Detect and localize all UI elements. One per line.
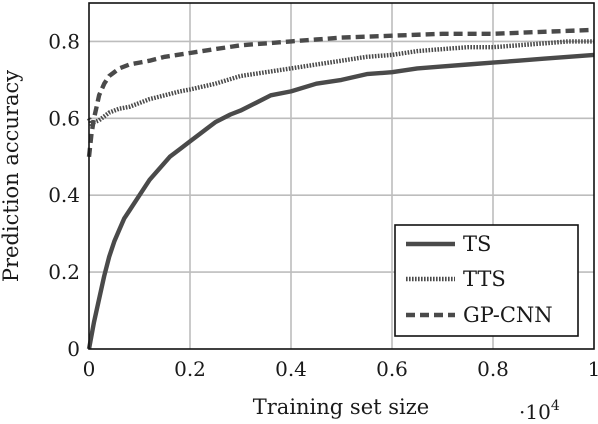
x-tick-label: 0.4 (275, 357, 307, 381)
y-tick-label: 0.4 (48, 183, 80, 207)
y-tick-label: 0.6 (48, 106, 80, 130)
x-multiplier-exponent: 4 (551, 398, 560, 414)
x-tick-label: 0.8 (477, 357, 509, 381)
legend: TS TTS GP-CNN (394, 224, 579, 337)
tick-labels: 0 0.2 0.4 0.6 0.8 1 0 0.2 0.4 0.6 0.8 (48, 29, 598, 381)
y-tick-label: 0 (67, 337, 80, 361)
x-multiplier-base: ·10 (519, 400, 551, 424)
x-tick-label: 1 (588, 357, 598, 381)
y-axis-label: Prediction accuracy (0, 70, 23, 282)
legend-label-gp-cnn: GP-CNN (463, 303, 553, 327)
series-line-tts (86, 39, 594, 127)
x-axis-multiplier: ·104 (519, 398, 560, 424)
x-tick-label: 0 (83, 357, 96, 381)
x-axis-label: Training set size (253, 395, 429, 419)
legend-label-ts: TS (463, 232, 491, 256)
legend-label-tts: TTS (463, 267, 506, 291)
x-tick-label: 0.6 (376, 357, 408, 381)
series-lines (86, 27, 595, 350)
series-line-gp-cnn (86, 27, 595, 158)
y-tick-label: 0.2 (48, 260, 80, 284)
y-tick-label: 0.8 (48, 29, 80, 53)
x-tick-label: 0.2 (174, 357, 206, 381)
plot-frame (88, 2, 595, 350)
series-line-ts (86, 52, 595, 350)
